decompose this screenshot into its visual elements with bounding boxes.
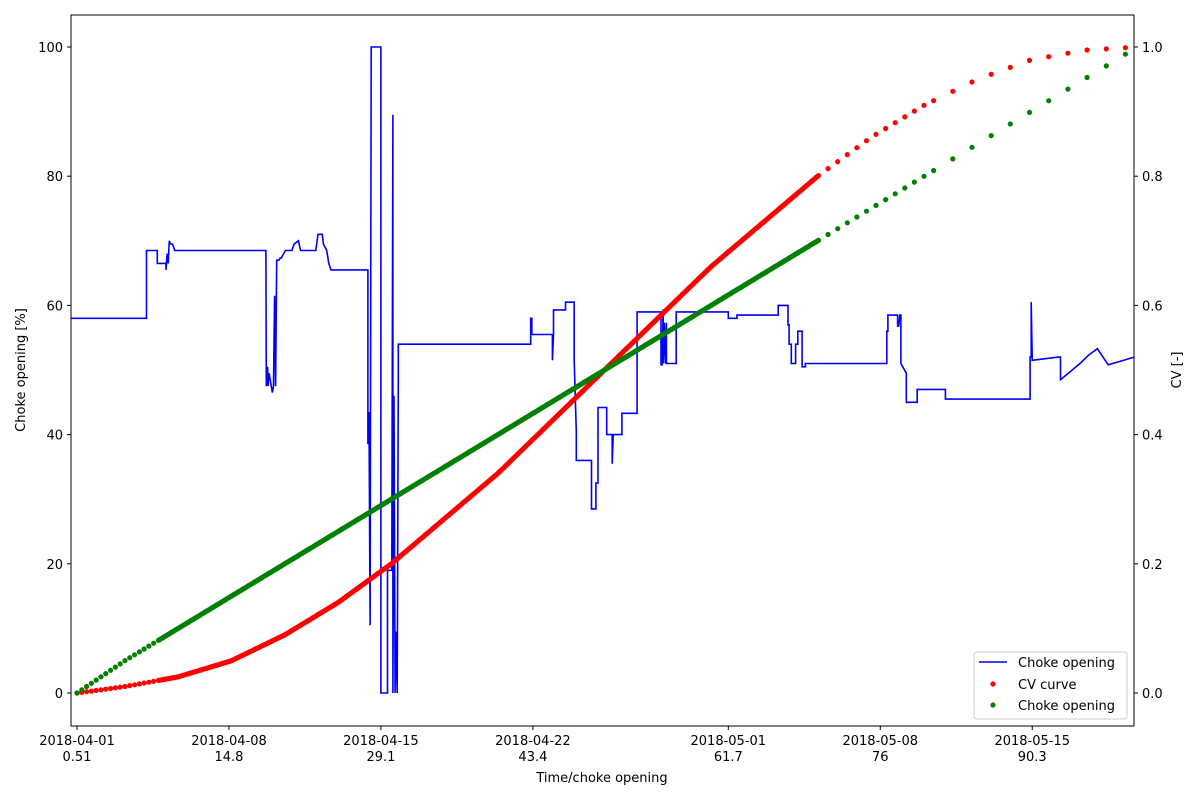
y-tick-left: 20 — [46, 558, 63, 573]
y-axis-left: 0 20 40 60 80 100 — [38, 41, 71, 702]
choke-opening-markers — [74, 51, 1128, 696]
legend-box — [973, 651, 1128, 720]
x-tick-value: 0.51 — [63, 750, 92, 765]
legend-item-choke-markers: Choke opening — [1018, 699, 1115, 714]
x-tick-value: 43.4 — [518, 750, 547, 765]
x-tick-date: 2018-04-22 — [495, 734, 571, 749]
legend-item-cv-curve: CV curve — [1018, 678, 1077, 693]
y-tick-left: 80 — [46, 170, 63, 185]
legend-red-dot-icon — [990, 681, 996, 687]
legend-green-dot-icon — [990, 702, 996, 708]
y-tick-left: 0 — [55, 687, 63, 702]
legend: Choke opening CV curve Choke opening — [973, 651, 1128, 720]
y-tick-right: 0.0 — [1142, 687, 1163, 702]
x-tick-value: 61.7 — [714, 750, 743, 765]
plot-area — [71, 45, 1134, 696]
y-axis-left-label: Choke opening [%] — [14, 308, 29, 432]
x-tick-value: 76 — [872, 750, 889, 765]
y-tick-left: 100 — [38, 41, 63, 56]
x-tick-date: 2018-04-01 — [39, 734, 115, 749]
y-axis-right-label: CV [-] — [1170, 352, 1185, 389]
y-tick-left: 60 — [46, 299, 63, 314]
cv-curve-markers — [74, 45, 1128, 696]
choke-opening-line — [71, 46, 1134, 694]
y-tick-right: 0.2 — [1142, 558, 1163, 573]
y-tick-right: 0.6 — [1142, 299, 1163, 314]
x-tick-value: 90.3 — [1018, 750, 1047, 765]
y-tick-right: 0.4 — [1142, 429, 1163, 444]
x-tick-value: 14.8 — [214, 750, 243, 765]
y-tick-right: 0.8 — [1142, 170, 1163, 185]
x-tick-date: 2018-04-15 — [343, 734, 419, 749]
x-tick-date: 2018-05-08 — [842, 734, 918, 749]
plot-frame — [70, 14, 1135, 727]
x-tick-date: 2018-05-15 — [994, 734, 1070, 749]
y-tick-left: 40 — [46, 429, 63, 444]
legend-item-choke-line: Choke opening — [1018, 656, 1115, 671]
y-axis-right: 0.0 0.2 0.4 0.6 0.8 1.0 — [1134, 41, 1163, 702]
x-tick-value: 29.1 — [366, 750, 395, 765]
x-tick-date: 2018-05-01 — [691, 734, 767, 749]
x-axis-label: Time/choke opening — [535, 771, 667, 786]
x-tick-date: 2018-04-08 — [191, 734, 267, 749]
y-tick-right: 1.0 — [1142, 41, 1163, 56]
